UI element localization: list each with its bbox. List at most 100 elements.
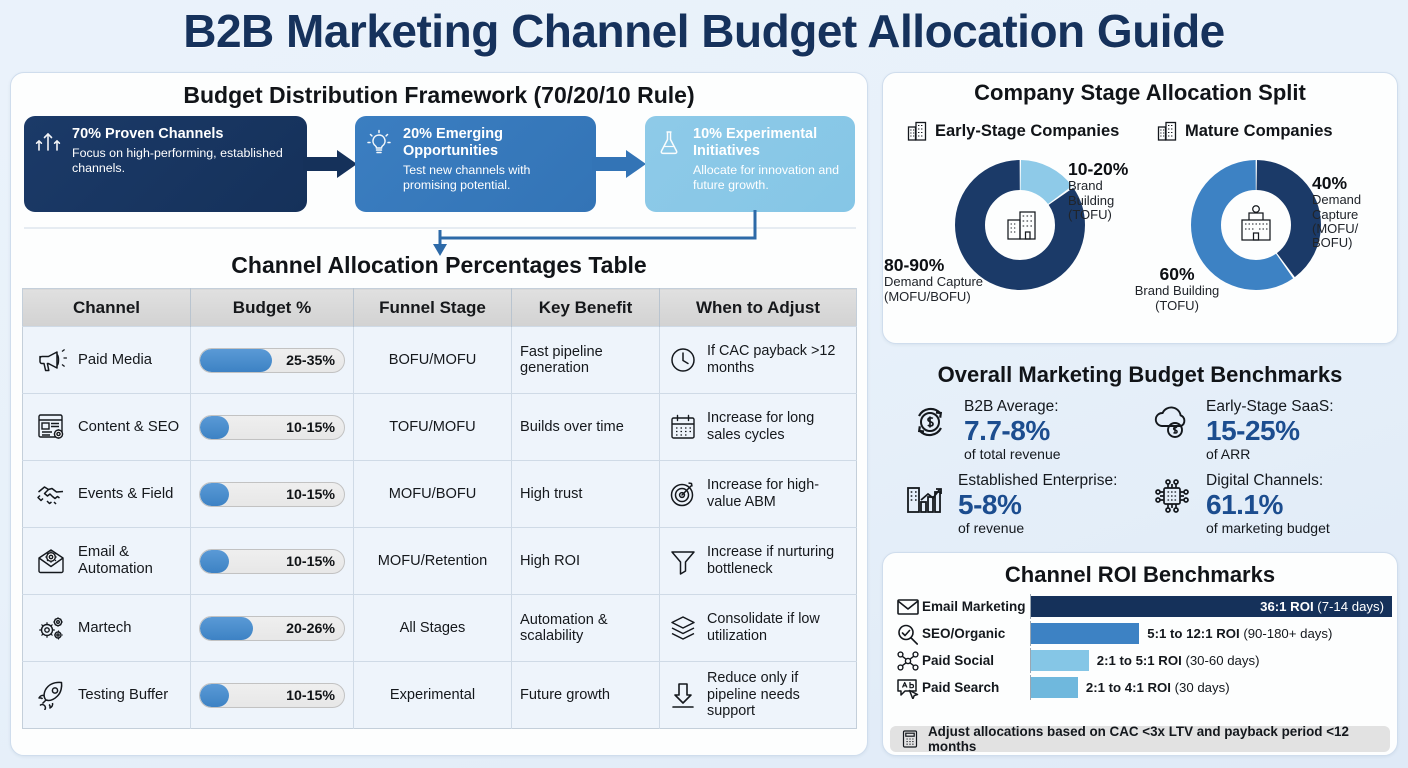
chip-network-icon (1148, 472, 1196, 520)
roi-days: (90-180+ days) (1243, 626, 1333, 641)
framework-box-title: 20% Emerging Opportunities (403, 126, 503, 160)
benchmark-digital-channels: Digital Channels: 61.1% of marketing bud… (1148, 472, 1330, 538)
benchmark-value: 61.1% (1206, 489, 1283, 520)
cell-channel: Paid Media (22, 326, 191, 394)
table-header-row: Channel Budget % Funnel Stage Key Benefi… (22, 288, 857, 327)
roi-days: (30-60 days) (1185, 653, 1260, 668)
cell-funnel-stage: TOFU/MOFU (353, 393, 512, 461)
roi-row: SEO/Organic 5:1 to 12:1 ROI (90-180+ days… (896, 621, 1392, 646)
adjust-text: Increase if nurturing bottleneck (707, 544, 835, 577)
roi-footer-text: Adjust allocations based on CAC <3x LTV … (928, 724, 1349, 754)
early-demand-capture-label: 80-90% Demand Capture (MOFU/BOFU) (884, 255, 983, 304)
early-brand-value: 10-20% (1068, 159, 1129, 179)
table-row: Paid Media 25-35% BOFU/MOFU Fast pipeline g… (22, 326, 857, 394)
cell-when-to-adjust: If CAC payback >12 months (659, 326, 857, 394)
mature-brand-building-label: 60% Brand Building (TOFU) (1115, 264, 1239, 313)
channel-name: Testing Buffer (78, 686, 169, 703)
flow-arrow-1-icon (303, 148, 359, 185)
early-stage-label: Early-Stage Companies (935, 121, 1120, 140)
budget-bar: 10-15% (199, 682, 345, 708)
benchmark-unit: of marketing budget (1206, 520, 1330, 537)
channel-name: Martech (78, 619, 132, 636)
roi-heading: Channel ROI Benchmarks (1004, 562, 1276, 587)
roi-days: (7-14 days) (1317, 599, 1384, 614)
benchmark-value: 7.7-8% (964, 415, 1050, 446)
benchmark-label: B2B Average: (964, 398, 1059, 415)
benchmark-value: 15-25% (1206, 415, 1300, 446)
mature-demand-capture-label: 40% Demand Capture (MOFU/ BOFU) (1312, 173, 1362, 251)
early-demand-value: 80-90% (884, 255, 945, 275)
cell-channel: Events & Field (22, 460, 191, 528)
mature-label: Mature Companies (1185, 121, 1333, 140)
roi-value: 2:1 to 4:1 ROI (1085, 680, 1171, 695)
framework-box-emerging[interactable]: 20% Emerging Opportunities Test new chan… (355, 116, 596, 212)
office-building-icon (1156, 120, 1178, 142)
mature-label-group: Mature Companies (1156, 120, 1333, 142)
cell-funnel-stage: MOFU/Retention (353, 527, 512, 595)
budget-bar: 10-15% (199, 414, 345, 440)
email-gear-icon (35, 546, 69, 576)
cell-channel: Content & SEO (22, 393, 191, 461)
social-nodes-icon (896, 650, 922, 672)
cell-key-benefit: Future growth (511, 661, 660, 729)
gears-icon (35, 613, 69, 643)
stage-heading: Company Stage Allocation Split (974, 80, 1306, 105)
benchmark-value: 5-8% (958, 489, 1022, 520)
roi-bar-track: 2:1 to 5:1 ROI (30-60 days) (1030, 648, 1392, 673)
cell-budget: 10-15% (190, 661, 354, 729)
cell-budget: 10-15% (190, 460, 354, 528)
adjust-text: Increase for high-value ABM (707, 477, 819, 510)
col-benefit: Key Benefit (511, 288, 660, 327)
funnel-icon (668, 546, 698, 576)
cell-when-to-adjust: Consolidate if low utilization (659, 594, 857, 662)
framework-box-sub: Allocate for innovation and future growt… (693, 163, 840, 193)
roi-bar-track: 36:1 ROI (7-14 days) (1030, 594, 1392, 619)
channel-name: Paid Media (78, 351, 153, 368)
table-row: Content & SEO 10-15% TOFU/MOFU Builds over … (22, 393, 857, 461)
ad-click-icon (896, 677, 922, 699)
benchmarks-heading: Overall Marketing Budget Benchmarks (937, 362, 1343, 387)
framework-box-title: 70% Proven Channels (72, 126, 224, 142)
magnifier-icon (896, 623, 922, 645)
table-body: Paid Media 25-35% BOFU/MOFU Fast pipeline g… (22, 326, 857, 729)
roi-value: 36:1 ROI (1260, 599, 1314, 614)
framework-box-title: 10% Experimental Initiatives (693, 126, 818, 160)
cell-when-to-adjust: Reduce only if pipeline needs support (659, 661, 857, 729)
table-row: Testing Buffer 10-15% Experimental Future g… (22, 661, 857, 729)
building-chart-icon (900, 472, 948, 520)
table-row: Events & Field 10-15% MOFU/BOFU High trust I… (22, 460, 857, 528)
framework-box-sub: Test new channels with promising potenti… (403, 163, 531, 193)
office-building-icon (906, 120, 928, 142)
adjust-text: Reduce only if pipeline needs support (707, 669, 800, 720)
roi-days: (30 days) (1174, 680, 1230, 695)
download-arrow-icon (668, 680, 698, 710)
layers-icon (668, 613, 698, 643)
early-brand-building-label: 10-20% Brand Building (TOFU) (1068, 159, 1129, 222)
table-row: Martech 20-26% All Stages Automation & scal… (22, 594, 857, 662)
early-stage-donut-chart (953, 158, 1087, 297)
framework-box-proven[interactable]: 70% Proven Channels Focus on high-perfor… (24, 116, 307, 212)
target-icon (668, 479, 698, 509)
framework-box-experimental[interactable]: 10% Experimental Initiatives Allocate fo… (645, 116, 855, 212)
roi-channel-name: SEO/Organic (922, 626, 1006, 641)
cell-budget: 10-15% (190, 393, 354, 461)
benchmark-b2b-average: B2B Average: 7.7-8% of total revenue (906, 398, 1061, 464)
channel-roi-panel (882, 552, 1398, 756)
col-budget: Budget % (190, 288, 354, 327)
framework-box-sub: Focus on high-performing, established ch… (72, 146, 283, 175)
roi-footer-note: Adjust allocations based on CAC <3x LTV … (890, 724, 1390, 754)
benchmark-label: Digital Channels: (1206, 472, 1324, 489)
budget-value: 20-26% (286, 620, 335, 637)
roi-row: Paid Social 2:1 to 5:1 ROI (30-60 days) (896, 648, 1392, 673)
benchmark-label: Established Enterprise: (958, 472, 1118, 489)
adjust-text: If CAC payback >12 months (707, 343, 836, 376)
cell-when-to-adjust: Increase for long sales cycles (659, 393, 857, 461)
channel-name: Email & Automation (78, 544, 153, 577)
mature-brand-value: 60% (1159, 264, 1195, 284)
roi-bar-track: 5:1 to 12:1 ROI (90-180+ days) (1030, 621, 1392, 646)
megaphone-icon (35, 345, 69, 375)
budget-value: 25-35% (286, 352, 335, 369)
benchmark-unit: of total revenue (964, 446, 1061, 463)
roi-row: Email Marketing 36:1 ROI (7-14 days) (896, 594, 1392, 619)
roi-channel-name: Paid Social (922, 653, 995, 668)
